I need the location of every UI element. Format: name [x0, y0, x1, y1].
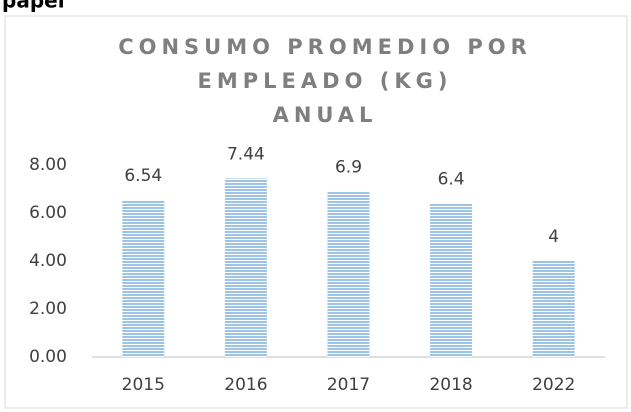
x-tick-label: 2016	[224, 375, 267, 395]
chart-title: ANUAL	[273, 103, 378, 127]
bar	[327, 191, 370, 357]
value-label: 7.44	[227, 144, 265, 164]
bar	[532, 261, 575, 357]
value-label: 4	[548, 227, 559, 247]
bar	[122, 200, 165, 357]
x-tick-label: 2017	[327, 375, 370, 395]
y-tick-label: 4.00	[29, 251, 67, 271]
chart-title: EMPLEADO (KG)	[198, 69, 453, 93]
value-label: 6.9	[335, 157, 362, 177]
y-tick-label: 8.00	[29, 155, 67, 175]
x-tick-label: 2015	[122, 375, 165, 395]
value-label: 6.4	[438, 169, 465, 189]
y-tick-label: 2.00	[29, 299, 67, 319]
value-label: 6.54	[124, 166, 162, 186]
bar	[224, 178, 267, 357]
bar	[430, 203, 473, 357]
x-tick-label: 2018	[429, 375, 472, 395]
chart-title: CONSUMO PROMEDIO POR	[118, 35, 532, 59]
x-tick-label: 2022	[532, 375, 575, 395]
caption: papel	[2, 0, 65, 13]
y-tick-label: 6.00	[29, 203, 67, 223]
y-tick-label: 0.00	[29, 347, 67, 367]
chart-border	[4, 15, 628, 409]
